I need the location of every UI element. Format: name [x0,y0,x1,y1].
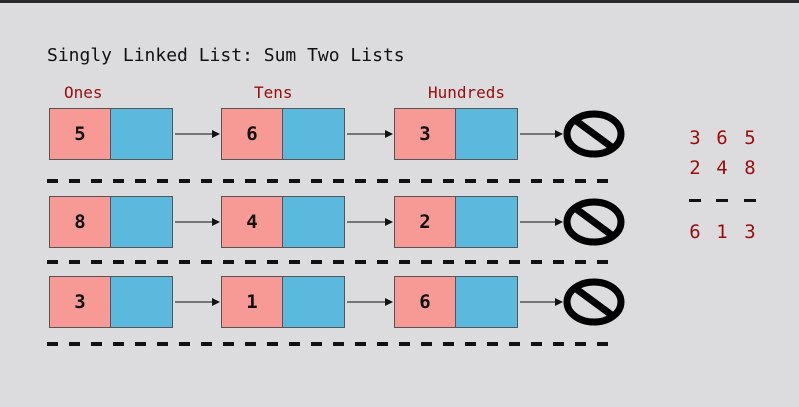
node-pointer [283,197,344,247]
node-value: 3 [395,109,456,159]
diagram-canvas: Singly Linked List: Sum Two Lists Ones T… [0,3,799,407]
sum-row2-digit: 2 [689,157,701,179]
list-3-node-1: 3 [49,276,173,328]
node-pointer [456,109,517,159]
node-pointer [111,109,172,159]
sum-result-digit: 3 [744,221,756,243]
list-2-node-3: 2 [394,196,518,248]
sum-row1-digit: 3 [689,127,701,149]
node-pointer [111,277,172,327]
node-pointer [283,109,344,159]
node-value: 3 [50,277,111,327]
list-3-node-3: 6 [394,276,518,328]
sum-result-digit: 6 [689,221,701,243]
node-pointer [283,277,344,327]
label-ones: Ones [64,83,103,102]
arrow-icon-layer [175,130,563,306]
list-2-node-2: 4 [221,196,345,248]
sum-divider [716,199,728,202]
label-hundreds: Hundreds [428,83,506,102]
node-value: 6 [222,109,283,159]
node-value: 5 [50,109,111,159]
sum-row1-digit: 6 [716,127,728,149]
list-1-node-1: 5 [49,108,173,160]
diagram-title: Singly Linked List: Sum Two Lists [47,45,405,66]
list-1-node-3: 3 [394,108,518,160]
node-pointer [111,197,172,247]
node-value: 8 [50,197,111,247]
sum-divider [744,199,756,202]
list-3-node-2: 1 [221,276,345,328]
list-1-node-2: 6 [221,108,345,160]
sum-result-digit: 1 [716,221,728,243]
sum-divider [689,199,701,202]
list-separator [47,342,617,346]
label-tens: Tens [254,83,293,102]
list-separator [47,179,617,183]
null-icon [563,198,625,246]
sum-row2-digit: 4 [716,157,728,179]
node-pointer [456,277,517,327]
null-icon [563,278,625,326]
null-icon [563,110,625,158]
node-pointer [456,197,517,247]
node-value: 1 [222,277,283,327]
node-value: 2 [395,197,456,247]
node-value: 4 [222,197,283,247]
list-separator [47,260,617,264]
sum-row2-digit: 8 [744,157,756,179]
list-2-node-1: 8 [49,196,173,248]
sum-row1-digit: 5 [744,127,756,149]
node-value: 6 [395,277,456,327]
